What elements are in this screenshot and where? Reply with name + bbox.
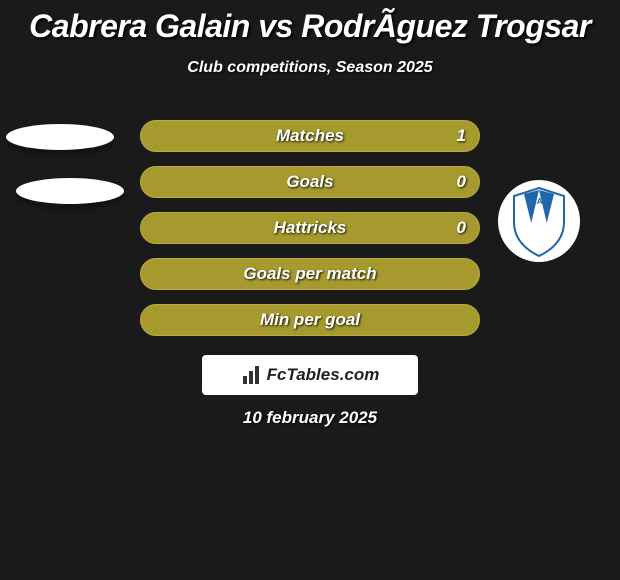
stat-row: Min per goal [0,304,620,350]
page-subtitle: Club competitions, Season 2025 [0,59,620,77]
stat-label: Min per goal [140,304,480,336]
club-badge: CAJ [498,180,580,262]
player-ellipse [6,124,114,150]
stat-label: Matches [140,120,480,152]
stat-label: Hattricks [140,212,480,244]
stat-value: 0 [457,166,466,198]
chart-icon [241,364,263,386]
stat-label: Goals per match [140,258,480,290]
player-ellipse [16,178,124,204]
page-title: Cabrera Galain vs RodrÃ­guez Trogsar [0,0,620,45]
stat-row: Goals per match [0,258,620,304]
fctables-logo: FcTables.com [202,355,418,395]
badge-svg: CAJ [498,180,580,262]
badge-letters: CAJ [531,197,547,206]
stat-label: Goals [140,166,480,198]
logo-text: FcTables.com [267,365,380,385]
date-text: 10 february 2025 [0,408,620,428]
stat-value: 1 [457,120,466,152]
stat-value: 0 [457,212,466,244]
